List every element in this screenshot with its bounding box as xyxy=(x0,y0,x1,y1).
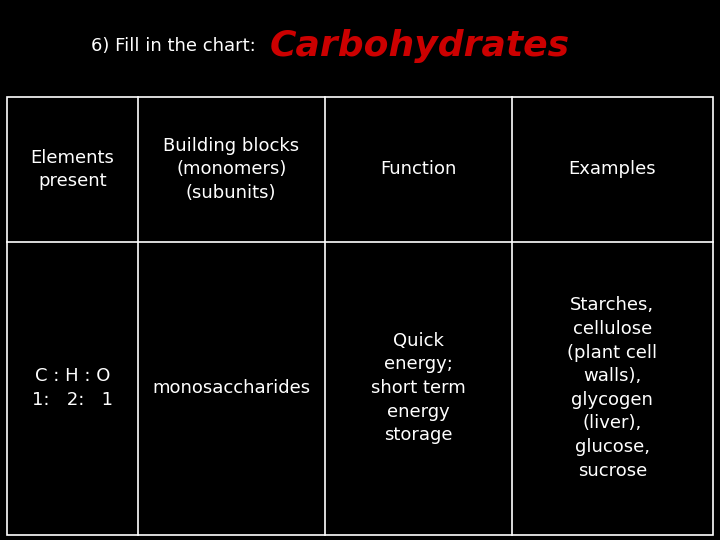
Text: Examples: Examples xyxy=(568,160,656,178)
Text: Building blocks
(monomers)
(subunits): Building blocks (monomers) (subunits) xyxy=(163,137,300,202)
Bar xyxy=(7,97,713,535)
Text: Starches,
cellulose
(plant cell
walls),
glycogen
(liver),
glucose,
sucrose: Starches, cellulose (plant cell walls), … xyxy=(567,296,657,480)
Text: Function: Function xyxy=(380,160,456,178)
Text: Elements
present: Elements present xyxy=(30,148,114,190)
Text: Quick
energy;
short term
energy
storage: Quick energy; short term energy storage xyxy=(371,332,466,444)
Text: Carbohydrates: Carbohydrates xyxy=(270,29,570,63)
Text: C : H : O
1:   2:   1: C : H : O 1: 2: 1 xyxy=(32,367,113,409)
Text: 6) Fill in the chart:: 6) Fill in the chart: xyxy=(91,37,256,55)
Text: monosaccharides: monosaccharides xyxy=(152,379,310,397)
